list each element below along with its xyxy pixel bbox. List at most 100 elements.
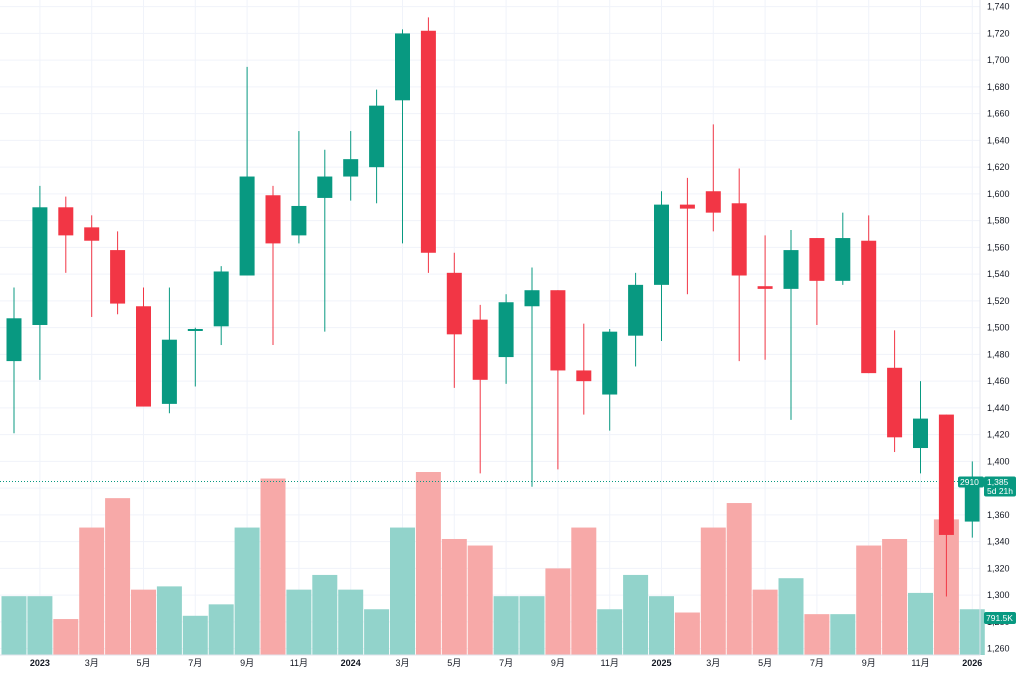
- candle-body: [6, 318, 22, 362]
- price-tick-label: 1,320: [987, 563, 1010, 573]
- last-price-axis-background: [984, 476, 1016, 497]
- time-tick-label: 9月: [862, 658, 876, 668]
- candle-down: [861, 215, 877, 374]
- candle-up: [6, 287, 22, 434]
- candle-down: [58, 196, 74, 273]
- candle-body: [679, 204, 695, 209]
- candle-body: [550, 290, 566, 371]
- time-tick-label: 9月: [551, 658, 565, 668]
- volume-bar: [286, 589, 312, 655]
- time-tick-label: 2025: [651, 658, 671, 668]
- time-tick-label: 5月: [758, 658, 772, 668]
- candle-up: [628, 272, 644, 367]
- last-price-tag-background: [958, 476, 984, 488]
- candle-body: [136, 306, 151, 407]
- volume-tag-background: [984, 612, 1016, 624]
- candle-down: [136, 287, 151, 407]
- time-tick-label: 5月: [136, 658, 150, 668]
- price-tick-label: 1,520: [987, 296, 1010, 306]
- volume-bars: [1, 472, 985, 655]
- volume-bar: [1, 596, 27, 655]
- volume-bar: [156, 586, 182, 655]
- candle-body: [705, 191, 721, 213]
- candle-body: [291, 205, 307, 236]
- time-axis[interactable]: 2023 3月 5月 7月 9月 11月 2024 3月 5月 7月 9月 11月 2025 3月 5月 7月…: [30, 658, 982, 668]
- price-tick-label: 1,660: [987, 109, 1010, 119]
- volume-bar: [649, 596, 674, 655]
- candle-body: [887, 367, 903, 438]
- candle-up: [213, 266, 229, 346]
- candle-down: [938, 414, 954, 597]
- price-tick-label: 1,720: [987, 28, 1010, 38]
- time-tick-label: 3月: [85, 658, 99, 668]
- price-tick-label: 1,700: [987, 55, 1010, 65]
- volume-bar: [623, 574, 649, 655]
- candle-body: [395, 33, 410, 101]
- time-tick-label: 7月: [810, 658, 824, 668]
- price-tick-label: 1,440: [987, 403, 1010, 413]
- candle-body: [265, 195, 281, 244]
- candle-body: [472, 319, 488, 380]
- time-tick-label: 7月: [499, 658, 513, 668]
- candle-body: [602, 331, 618, 395]
- candle-body: [938, 414, 954, 535]
- candle-down: [265, 185, 281, 346]
- volume-bar: [338, 589, 364, 655]
- candle-body: [731, 203, 747, 276]
- candle-up: [187, 327, 203, 387]
- price-tick-label: 1,300: [987, 590, 1010, 600]
- volume-bar: [571, 527, 597, 655]
- bar-countdown-text: 5d 21h: [987, 486, 1013, 496]
- price-tick-label: 1,500: [987, 323, 1010, 333]
- volume-bar: [312, 574, 338, 655]
- time-tick-label: 11月: [911, 658, 929, 668]
- candle-up: [964, 461, 980, 538]
- candle-up: [835, 212, 851, 285]
- candle-body: [809, 238, 825, 281]
- candle-body: [524, 290, 540, 307]
- candle-body: [654, 204, 669, 285]
- price-tick-label: 1,460: [987, 376, 1010, 386]
- price-tick-label: 1,740: [987, 2, 1010, 12]
- price-tick-label: 1,640: [987, 135, 1010, 145]
- candle-up: [395, 29, 410, 244]
- candle-up: [654, 191, 669, 342]
- candle-body: [369, 105, 385, 168]
- candle-up: [498, 294, 514, 384]
- candle-body: [187, 328, 203, 331]
- price-tick-label: 1,420: [987, 430, 1010, 440]
- time-tick-label: 11月: [290, 658, 308, 668]
- time-tick-label: 3月: [395, 658, 409, 668]
- candle-down: [731, 168, 747, 362]
- price-tick-label: 1,600: [987, 189, 1010, 199]
- candle-body: [84, 227, 100, 241]
- time-tick-label: 11月: [601, 658, 619, 668]
- candle-down: [110, 231, 126, 315]
- candle-body: [628, 284, 644, 336]
- price-tick-label: 1,620: [987, 162, 1010, 172]
- candle-body: [576, 370, 592, 382]
- candle-body: [58, 207, 74, 236]
- candle-down: [757, 235, 773, 360]
- candle-body: [213, 271, 229, 327]
- candle-body: [835, 238, 851, 281]
- volume-bar: [53, 619, 79, 655]
- candle-up: [343, 131, 359, 201]
- candle-up: [369, 89, 385, 204]
- price-tick-label: 1,400: [987, 456, 1010, 466]
- price-tick-label: 1,360: [987, 510, 1010, 520]
- price-axis[interactable]: 1,2601,2801,3001,3201,3401,3601,3801,400…: [987, 2, 1010, 654]
- candle-down: [809, 238, 825, 325]
- volume-bar: [364, 609, 390, 655]
- candle-up: [291, 131, 307, 244]
- candle-down: [472, 304, 488, 474]
- price-tick-label: 1,680: [987, 82, 1010, 92]
- volume-bar: [467, 545, 493, 655]
- candle-down: [887, 330, 903, 453]
- volume-tag: 791.5K: [984, 612, 1016, 624]
- time-tick-label: 9月: [240, 658, 254, 668]
- time-tick-label: 5月: [447, 658, 461, 668]
- volume-bar: [726, 503, 752, 655]
- candle-up: [32, 185, 48, 380]
